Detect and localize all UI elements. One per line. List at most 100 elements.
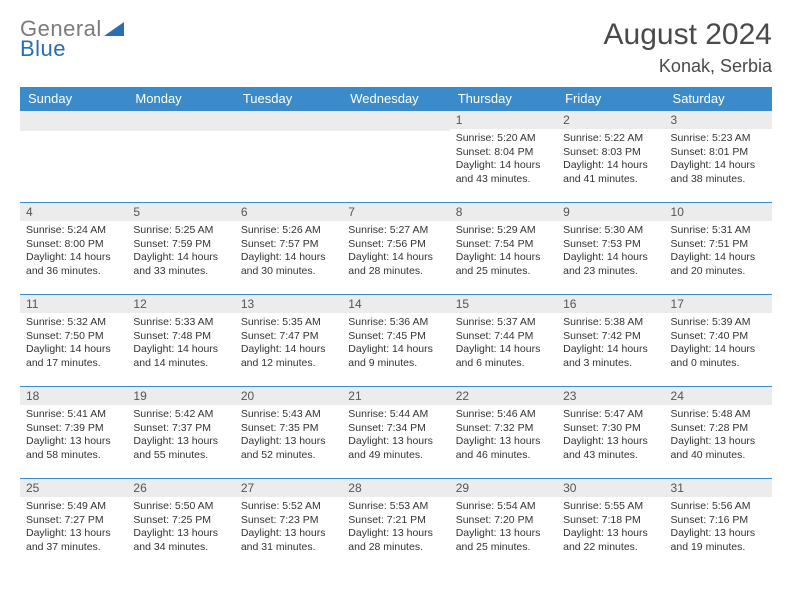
daylight-text: Daylight: 14 hours and 38 minutes. bbox=[671, 159, 766, 186]
sunrise-text: Sunrise: 5:52 AM bbox=[241, 500, 336, 514]
week-row: 25Sunrise: 5:49 AMSunset: 7:27 PMDayligh… bbox=[20, 478, 772, 570]
sunset-text: Sunset: 7:42 PM bbox=[563, 330, 658, 344]
day-cell bbox=[342, 110, 449, 202]
day-cell: 10Sunrise: 5:31 AMSunset: 7:51 PMDayligh… bbox=[665, 202, 772, 294]
day-number: 21 bbox=[342, 386, 449, 405]
sunset-text: Sunset: 7:27 PM bbox=[26, 514, 121, 528]
day-number: 16 bbox=[557, 294, 664, 313]
day-details: Sunrise: 5:56 AMSunset: 7:16 PMDaylight:… bbox=[665, 497, 772, 559]
calendar-body: 1Sunrise: 5:20 AMSunset: 8:04 PMDaylight… bbox=[20, 110, 772, 570]
day-cell: 7Sunrise: 5:27 AMSunset: 7:56 PMDaylight… bbox=[342, 202, 449, 294]
sunrise-text: Sunrise: 5:41 AM bbox=[26, 408, 121, 422]
daylight-text: Daylight: 14 hours and 25 minutes. bbox=[456, 251, 551, 278]
day-number bbox=[127, 110, 234, 131]
sunset-text: Sunset: 7:28 PM bbox=[671, 422, 766, 436]
day-details: Sunrise: 5:20 AMSunset: 8:04 PMDaylight:… bbox=[450, 129, 557, 191]
sunrise-text: Sunrise: 5:54 AM bbox=[456, 500, 551, 514]
day-cell: 31Sunrise: 5:56 AMSunset: 7:16 PMDayligh… bbox=[665, 478, 772, 570]
weekday-header: Friday bbox=[557, 87, 664, 110]
day-number: 24 bbox=[665, 386, 772, 405]
week-row: 18Sunrise: 5:41 AMSunset: 7:39 PMDayligh… bbox=[20, 386, 772, 478]
day-details: Sunrise: 5:48 AMSunset: 7:28 PMDaylight:… bbox=[665, 405, 772, 467]
sunrise-text: Sunrise: 5:38 AM bbox=[563, 316, 658, 330]
weekday-header: Wednesday bbox=[342, 87, 449, 110]
sunrise-text: Sunrise: 5:35 AM bbox=[241, 316, 336, 330]
sunset-text: Sunset: 7:35 PM bbox=[241, 422, 336, 436]
day-number: 29 bbox=[450, 478, 557, 497]
day-details: Sunrise: 5:37 AMSunset: 7:44 PMDaylight:… bbox=[450, 313, 557, 375]
day-cell: 20Sunrise: 5:43 AMSunset: 7:35 PMDayligh… bbox=[235, 386, 342, 478]
sunset-text: Sunset: 7:37 PM bbox=[133, 422, 228, 436]
day-number: 18 bbox=[20, 386, 127, 405]
day-cell: 24Sunrise: 5:48 AMSunset: 7:28 PMDayligh… bbox=[665, 386, 772, 478]
day-cell: 17Sunrise: 5:39 AMSunset: 7:40 PMDayligh… bbox=[665, 294, 772, 386]
sunrise-text: Sunrise: 5:49 AM bbox=[26, 500, 121, 514]
day-cell: 23Sunrise: 5:47 AMSunset: 7:30 PMDayligh… bbox=[557, 386, 664, 478]
sunrise-text: Sunrise: 5:48 AM bbox=[671, 408, 766, 422]
daylight-text: Daylight: 13 hours and 40 minutes. bbox=[671, 435, 766, 462]
sunset-text: Sunset: 7:32 PM bbox=[456, 422, 551, 436]
title-block: August 2024 Konak, Serbia bbox=[604, 18, 772, 77]
daylight-text: Daylight: 14 hours and 28 minutes. bbox=[348, 251, 443, 278]
sunrise-text: Sunrise: 5:50 AM bbox=[133, 500, 228, 514]
day-number: 5 bbox=[127, 202, 234, 221]
day-number: 30 bbox=[557, 478, 664, 497]
sunset-text: Sunset: 7:25 PM bbox=[133, 514, 228, 528]
day-details: Sunrise: 5:24 AMSunset: 8:00 PMDaylight:… bbox=[20, 221, 127, 283]
day-number: 26 bbox=[127, 478, 234, 497]
daylight-text: Daylight: 13 hours and 31 minutes. bbox=[241, 527, 336, 554]
day-details: Sunrise: 5:49 AMSunset: 7:27 PMDaylight:… bbox=[20, 497, 127, 559]
daylight-text: Daylight: 14 hours and 9 minutes. bbox=[348, 343, 443, 370]
day-cell: 16Sunrise: 5:38 AMSunset: 7:42 PMDayligh… bbox=[557, 294, 664, 386]
day-cell: 22Sunrise: 5:46 AMSunset: 7:32 PMDayligh… bbox=[450, 386, 557, 478]
day-number: 23 bbox=[557, 386, 664, 405]
daylight-text: Daylight: 14 hours and 33 minutes. bbox=[133, 251, 228, 278]
daylight-text: Daylight: 13 hours and 55 minutes. bbox=[133, 435, 228, 462]
day-details: Sunrise: 5:46 AMSunset: 7:32 PMDaylight:… bbox=[450, 405, 557, 467]
day-number: 9 bbox=[557, 202, 664, 221]
daylight-text: Daylight: 13 hours and 43 minutes. bbox=[563, 435, 658, 462]
day-number: 7 bbox=[342, 202, 449, 221]
day-number: 11 bbox=[20, 294, 127, 313]
day-number: 8 bbox=[450, 202, 557, 221]
sunset-text: Sunset: 7:53 PM bbox=[563, 238, 658, 252]
day-number: 28 bbox=[342, 478, 449, 497]
day-cell: 4Sunrise: 5:24 AMSunset: 8:00 PMDaylight… bbox=[20, 202, 127, 294]
sunset-text: Sunset: 7:21 PM bbox=[348, 514, 443, 528]
daylight-text: Daylight: 14 hours and 12 minutes. bbox=[241, 343, 336, 370]
day-number: 6 bbox=[235, 202, 342, 221]
day-details: Sunrise: 5:42 AMSunset: 7:37 PMDaylight:… bbox=[127, 405, 234, 467]
sunrise-text: Sunrise: 5:25 AM bbox=[133, 224, 228, 238]
sunrise-text: Sunrise: 5:47 AM bbox=[563, 408, 658, 422]
day-details: Sunrise: 5:44 AMSunset: 7:34 PMDaylight:… bbox=[342, 405, 449, 467]
sunrise-text: Sunrise: 5:42 AM bbox=[133, 408, 228, 422]
day-details: Sunrise: 5:54 AMSunset: 7:20 PMDaylight:… bbox=[450, 497, 557, 559]
day-number: 12 bbox=[127, 294, 234, 313]
sunset-text: Sunset: 7:47 PM bbox=[241, 330, 336, 344]
day-number: 20 bbox=[235, 386, 342, 405]
weekday-header: Tuesday bbox=[235, 87, 342, 110]
day-cell: 18Sunrise: 5:41 AMSunset: 7:39 PMDayligh… bbox=[20, 386, 127, 478]
day-number: 14 bbox=[342, 294, 449, 313]
sunset-text: Sunset: 7:56 PM bbox=[348, 238, 443, 252]
sunrise-text: Sunrise: 5:39 AM bbox=[671, 316, 766, 330]
daylight-text: Daylight: 14 hours and 20 minutes. bbox=[671, 251, 766, 278]
sunrise-text: Sunrise: 5:33 AM bbox=[133, 316, 228, 330]
sunrise-text: Sunrise: 5:32 AM bbox=[26, 316, 121, 330]
sunset-text: Sunset: 7:50 PM bbox=[26, 330, 121, 344]
day-number: 31 bbox=[665, 478, 772, 497]
weekday-header: Thursday bbox=[450, 87, 557, 110]
weekday-header: Monday bbox=[127, 87, 234, 110]
weekday-row: Sunday Monday Tuesday Wednesday Thursday… bbox=[20, 87, 772, 110]
sunrise-text: Sunrise: 5:53 AM bbox=[348, 500, 443, 514]
sunrise-text: Sunrise: 5:29 AM bbox=[456, 224, 551, 238]
day-details: Sunrise: 5:52 AMSunset: 7:23 PMDaylight:… bbox=[235, 497, 342, 559]
day-cell: 21Sunrise: 5:44 AMSunset: 7:34 PMDayligh… bbox=[342, 386, 449, 478]
sunset-text: Sunset: 7:59 PM bbox=[133, 238, 228, 252]
sunrise-text: Sunrise: 5:36 AM bbox=[348, 316, 443, 330]
day-details: Sunrise: 5:33 AMSunset: 7:48 PMDaylight:… bbox=[127, 313, 234, 375]
sunset-text: Sunset: 7:34 PM bbox=[348, 422, 443, 436]
day-number: 1 bbox=[450, 110, 557, 129]
sunset-text: Sunset: 8:04 PM bbox=[456, 146, 551, 160]
day-number bbox=[20, 110, 127, 131]
